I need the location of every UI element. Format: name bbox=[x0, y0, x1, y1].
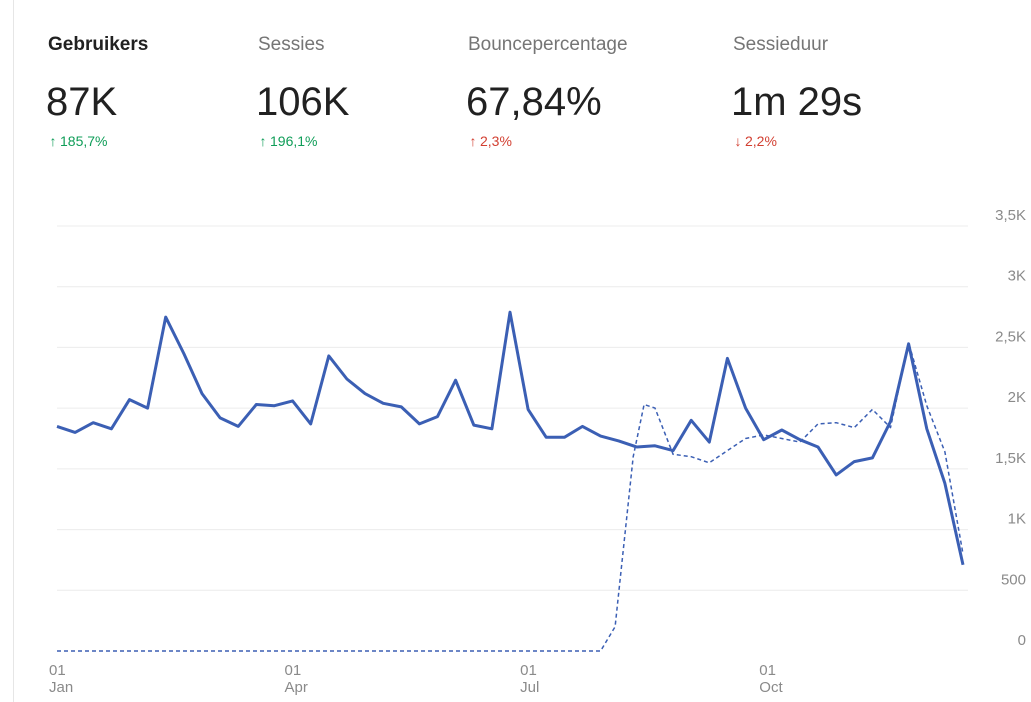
y-tick-label: 3,5K bbox=[995, 207, 1026, 224]
arrow-up-icon: ↑ bbox=[259, 133, 267, 149]
metric-change: ↑ 185,7% bbox=[48, 133, 108, 149]
y-tick-label: 3K bbox=[1008, 268, 1026, 285]
chart-series bbox=[56, 310, 965, 652]
metric-label: Sessies bbox=[258, 34, 325, 55]
x-tick-day: 01 bbox=[759, 662, 776, 679]
metric-change: ↑ 2,3% bbox=[468, 133, 512, 149]
arrow-up-icon: ↑ bbox=[49, 133, 57, 149]
metric-change-value: 185,7% bbox=[60, 133, 108, 149]
series-line-current bbox=[56, 310, 965, 566]
metric-change-value: 2,3% bbox=[480, 133, 512, 149]
x-tick-month: Oct bbox=[759, 679, 783, 696]
y-tick-label: 2K bbox=[1008, 389, 1026, 406]
metric-change-value: 196,1% bbox=[270, 133, 318, 149]
x-tick-day: 01 bbox=[520, 662, 537, 679]
chart-grid bbox=[57, 225, 968, 591]
x-tick-month: Apr bbox=[285, 679, 308, 696]
metric-label: Bouncepercentage bbox=[468, 34, 628, 55]
metric-change-value: 2,2% bbox=[745, 133, 777, 149]
metric-label: Sessieduur bbox=[733, 34, 829, 55]
metric-value: 1m 29s bbox=[731, 80, 863, 124]
x-tick-day: 01 bbox=[285, 662, 302, 679]
metrics-bar: Gebruikers 87K ↑ 185,7% Sessies 106K ↑ 196… bbox=[0, 0, 1031, 180]
metric-value: 87K bbox=[46, 80, 118, 124]
metric-label: Gebruikers bbox=[48, 34, 149, 55]
y-tick-label: 1,5K bbox=[995, 450, 1026, 467]
x-tick-month: Jan bbox=[49, 679, 73, 696]
y-tick-label: 0 bbox=[1018, 632, 1026, 649]
y-tick-label: 500 bbox=[1001, 571, 1026, 588]
y-tick-label: 2,5K bbox=[995, 328, 1026, 345]
metric-value: 67,84% bbox=[466, 80, 602, 124]
metric-value: 106K bbox=[256, 80, 350, 124]
y-tick-label: 1K bbox=[1008, 511, 1026, 528]
arrow-down-icon: ↓ bbox=[734, 133, 742, 149]
left-divider bbox=[13, 0, 14, 702]
x-tick-month: Jul bbox=[520, 679, 539, 696]
arrow-up-icon: ↑ bbox=[469, 133, 477, 149]
y-axis-ticks: 0 500 1K 1,5K 2K 2,5K 3K 3,5K bbox=[995, 207, 1026, 649]
series-line-comparison bbox=[57, 341, 964, 652]
metric-change: ↓ 2,2% bbox=[733, 133, 777, 149]
x-tick-day: 01 bbox=[49, 662, 66, 679]
metric-change: ↑ 196,1% bbox=[258, 133, 318, 149]
